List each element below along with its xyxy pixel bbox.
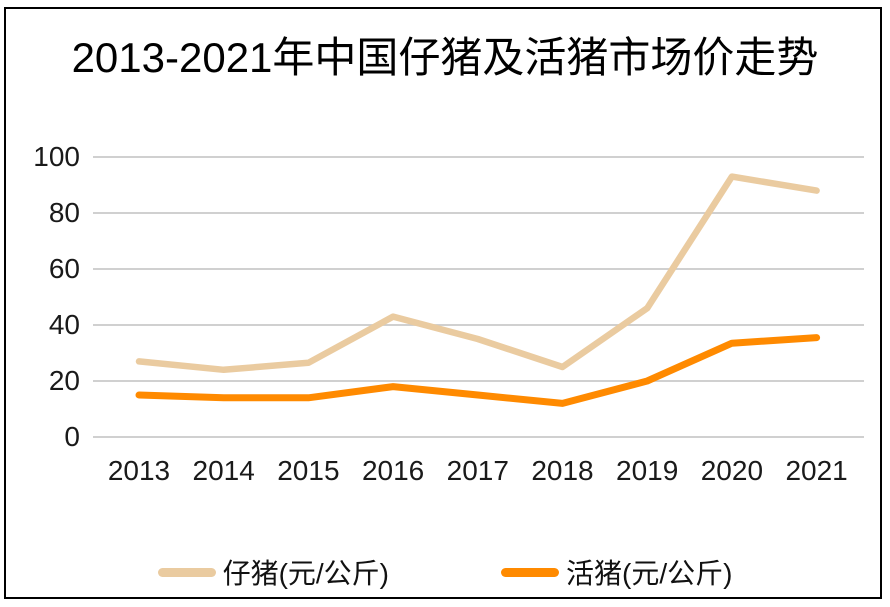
legend-item-piglet: 仔猪(元/公斤) — [157, 552, 389, 592]
x-axis-tick-label: 2021 — [785, 455, 848, 486]
x-axis-tick-label: 2015 — [277, 455, 340, 486]
y-axis-tick-label: 80 — [48, 197, 80, 228]
legend-item-live-pig: 活猪(元/公斤) — [501, 552, 732, 592]
piglet-line-swatch — [157, 567, 216, 577]
y-axis-tick-label: 100 — [33, 141, 80, 172]
x-axis-tick-label: 2014 — [192, 455, 255, 486]
chart-title: 2013-2021年中国仔猪及活猪市场价走势 — [71, 34, 819, 81]
piglet-series-line — [135, 173, 820, 374]
y-axis-tick-label: 0 — [64, 421, 80, 452]
x-axis-tick-label: 2018 — [531, 455, 594, 486]
y-axis-tick-label: 40 — [48, 309, 80, 340]
x-axis-tick-label: 2019 — [616, 455, 679, 486]
y-axis-tick-label: 20 — [48, 365, 80, 396]
legend-label-piglet: 仔猪(元/公斤) — [222, 558, 389, 589]
chart-border — [4, 7, 882, 599]
legend: 仔猪(元/公斤) 活猪(元/公斤) — [0, 552, 890, 592]
x-axis-tick-label: 2020 — [700, 455, 764, 486]
live-pig-line-swatch — [501, 567, 559, 577]
y-axis-tick-label: 60 — [48, 253, 80, 284]
legend-label-live-pig: 活猪(元/公斤) — [566, 558, 733, 589]
x-axis-tick-label: 2013 — [107, 455, 171, 486]
x-axis-tick-label: 2016 — [361, 455, 425, 486]
live-pig-series-line — [135, 334, 821, 407]
x-axis-tick-label: 2017 — [446, 455, 509, 486]
